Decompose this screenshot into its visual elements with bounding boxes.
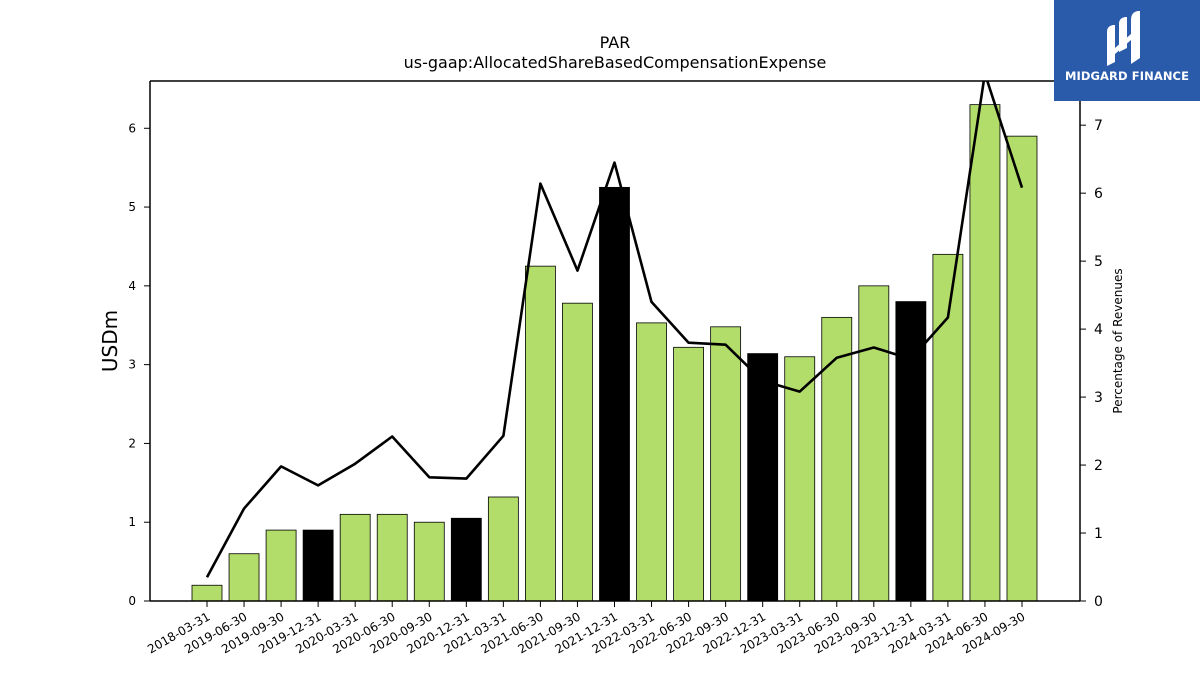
y-tick-label: 2 xyxy=(128,436,136,450)
y-tick-label: 3 xyxy=(128,358,136,372)
chart-subtitle: us-gaap:AllocatedShareBasedCompensationE… xyxy=(404,53,827,72)
bar-2024-03-31 xyxy=(932,253,964,602)
bar-2019-12-31 xyxy=(302,529,334,602)
bar-2019-09-30 xyxy=(265,529,297,602)
y-tick-label: 4 xyxy=(128,279,136,293)
bar-2021-12-31 xyxy=(599,186,630,602)
bar-2023-09-30 xyxy=(858,285,890,602)
bar-2021-09-30 xyxy=(562,302,593,602)
bar-2021-06-30 xyxy=(525,265,556,602)
y-tick-label: 5 xyxy=(128,200,136,214)
y2-tick-label: 5 xyxy=(1094,254,1103,270)
percentage-line xyxy=(205,81,1024,578)
bar-2023-03-31 xyxy=(784,356,816,602)
midgard-logo-icon xyxy=(1107,11,1140,66)
bar-2023-06-30 xyxy=(821,316,853,602)
bar-2023-12-31 xyxy=(895,301,927,602)
bar-2022-06-30 xyxy=(673,346,704,602)
bar-2022-03-31 xyxy=(636,322,667,602)
bar-2024-09-30 xyxy=(1006,135,1038,602)
bar-2019-06-30 xyxy=(228,553,260,602)
line-layer xyxy=(205,81,1024,578)
y2-tick-label: 7 xyxy=(1094,118,1103,134)
y2-axis-label: Percentage of Revenues xyxy=(1111,268,1125,413)
axes xyxy=(149,80,1081,602)
chart-title: PAR xyxy=(600,33,631,52)
y-axis-label: USDm xyxy=(98,310,122,372)
logo-text: MIDGARD FINANCE xyxy=(1064,69,1190,83)
bar-2024-06-30 xyxy=(969,104,1001,602)
y2-tick-label: 6 xyxy=(1094,186,1103,202)
bar-2022-12-31 xyxy=(747,353,779,602)
bar-2021-03-31 xyxy=(487,496,519,602)
y-tick-label: 0 xyxy=(128,594,136,608)
y2-tick-label: 2 xyxy=(1094,458,1103,474)
y2-tick-label: 3 xyxy=(1094,390,1103,406)
bar-2018-03-31 xyxy=(191,584,223,602)
bar-2020-09-30 xyxy=(413,521,445,602)
bar-2020-06-30 xyxy=(376,513,408,602)
bar-2020-12-31 xyxy=(450,517,482,602)
midgard-finance-logo: MIDGARD FINANCE xyxy=(1054,0,1200,101)
y2-tick-label: 4 xyxy=(1094,322,1103,338)
bar-2022-09-30 xyxy=(710,326,742,602)
bar-2020-03-31 xyxy=(339,513,371,602)
y-tick-label: 6 xyxy=(128,121,136,135)
y2-tick-label: 0 xyxy=(1094,594,1103,610)
y2-tick-label: 1 xyxy=(1094,526,1103,542)
y-tick-label: 1 xyxy=(128,515,136,529)
bars xyxy=(191,104,1038,602)
